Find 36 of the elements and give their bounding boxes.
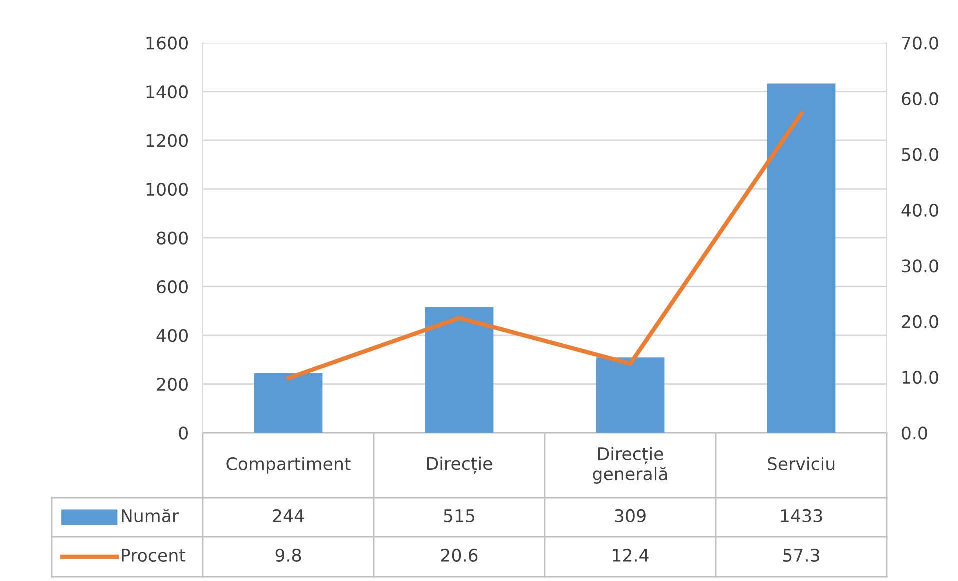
data-label: 244	[273, 509, 304, 522]
y-tick-label: 800	[157, 232, 188, 245]
bar	[254, 374, 323, 433]
y2-tick-label: 20.0	[902, 315, 938, 328]
y-tick-label: 0	[179, 426, 188, 440]
y2-tick-label: 40.0	[902, 204, 938, 217]
x-tick-label: Direcție	[427, 456, 492, 474]
y-tick-label: 1200	[146, 134, 188, 148]
data-label: 57.3	[784, 548, 820, 562]
y2-tick-label: 10.0	[902, 370, 938, 384]
y2-tick-label: 0.0	[902, 426, 928, 440]
y2-tick-label: 60.0	[902, 92, 938, 106]
y-tick-label: 600	[157, 280, 188, 294]
x-tick-label: Direcție generală	[593, 447, 668, 484]
y-tick-label: 1000	[146, 182, 188, 196]
data-label: 20.6	[441, 548, 478, 562]
bar	[596, 358, 665, 433]
line-series	[286, 112, 804, 380]
y2-tick-label: 70.0	[902, 36, 938, 50]
data-label: 12.4	[613, 548, 649, 562]
y-tick-label: 200	[157, 378, 188, 392]
data-label: 1433	[781, 509, 822, 523]
data-label: 515	[444, 510, 475, 523]
bar	[425, 307, 494, 433]
y-tick-label: 1400	[146, 85, 188, 99]
x-tick-label: Serviciu	[768, 457, 835, 471]
data-label: 309	[615, 509, 646, 523]
y2-tick-label: 30.0	[902, 260, 938, 273]
x-tick-label: Compartiment	[226, 457, 351, 474]
y-tick-label: 1600	[146, 36, 188, 50]
legend-label: Procent	[122, 549, 186, 562]
legend-label: Număr	[122, 509, 180, 523]
y2-tick-label: 50.0	[902, 148, 938, 162]
bar	[767, 84, 836, 433]
data-label: 9.8	[276, 548, 302, 562]
y-tick-label: 400	[156, 329, 188, 342]
